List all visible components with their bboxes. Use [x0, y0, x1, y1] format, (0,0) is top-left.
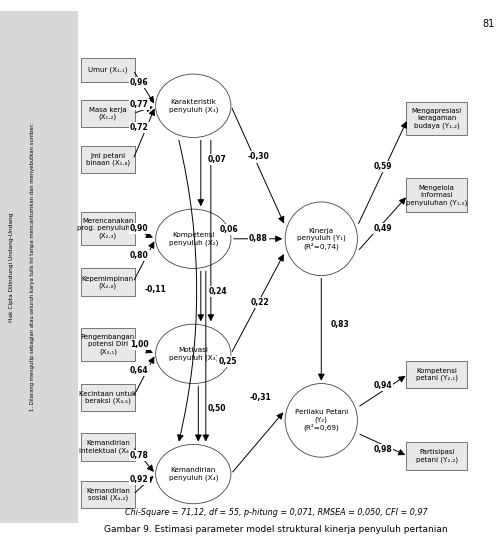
- Ellipse shape: [155, 324, 230, 383]
- Text: 1. Dilarang mengutip sebagian atau seluruh karya tulis ini tanpa mencantumkan da: 1. Dilarang mengutip sebagian atau selur…: [30, 122, 35, 411]
- Ellipse shape: [155, 74, 230, 138]
- Text: Kemandirian
penyuluh (X₄): Kemandirian penyuluh (X₄): [168, 467, 217, 481]
- FancyBboxPatch shape: [81, 433, 134, 461]
- FancyBboxPatch shape: [81, 146, 134, 173]
- Text: 0,24: 0,24: [208, 287, 227, 296]
- Text: Kompetensi
petani (Y₂.₁): Kompetensi petani (Y₂.₁): [415, 368, 457, 381]
- Text: 0,88: 0,88: [248, 234, 268, 243]
- Text: 0,07: 0,07: [207, 155, 226, 164]
- Ellipse shape: [155, 444, 230, 504]
- Text: 0,72: 0,72: [130, 123, 148, 132]
- Text: Kecintaan untuk
beraksi (X₃.₅): Kecintaan untuk beraksi (X₃.₅): [79, 391, 136, 404]
- FancyBboxPatch shape: [81, 58, 134, 82]
- Text: Hak Cipta Dilindungi Undang-Undang: Hak Cipta Dilindungi Undang-Undang: [9, 212, 14, 321]
- Text: -0,31: -0,31: [248, 393, 271, 402]
- Text: 0,96: 0,96: [130, 78, 148, 87]
- Text: 0,98: 0,98: [372, 446, 391, 454]
- Text: Mengapresiasi
keragaman
budaya (Y₁.₂): Mengapresiasi keragaman budaya (Y₁.₂): [411, 108, 461, 129]
- Text: Jml petani
binaan (X₁.₈): Jml petani binaan (X₁.₈): [86, 153, 130, 166]
- Text: Masa kerja
(X₁.₂): Masa kerja (X₁.₂): [89, 107, 126, 120]
- FancyBboxPatch shape: [81, 383, 134, 411]
- Text: Kemandirian
sosial (X₄.₂): Kemandirian sosial (X₄.₂): [86, 488, 130, 501]
- FancyBboxPatch shape: [406, 102, 466, 135]
- Text: 0,50: 0,50: [208, 404, 226, 413]
- FancyBboxPatch shape: [406, 178, 466, 212]
- Text: 81: 81: [481, 19, 493, 29]
- FancyBboxPatch shape: [0, 11, 78, 523]
- Text: Perilaku Petani
(Y₂)
(R²=0,69): Perilaku Petani (Y₂) (R²=0,69): [294, 409, 347, 432]
- FancyBboxPatch shape: [81, 328, 134, 361]
- Text: 0,77: 0,77: [130, 100, 148, 109]
- Text: -0,11: -0,11: [144, 286, 166, 295]
- Text: Gambar 9. Estimasi parameter model struktural kinerja penyuluh pertanian: Gambar 9. Estimasi parameter model struk…: [104, 525, 447, 534]
- Text: 0,49: 0,49: [372, 224, 391, 233]
- Text: 0,92: 0,92: [130, 475, 148, 484]
- FancyBboxPatch shape: [406, 361, 466, 388]
- Text: 0,06: 0,06: [219, 225, 238, 234]
- Text: Merencanakan
prog. penyuluhan
(X₂.₃): Merencanakan prog. penyuluhan (X₂.₃): [77, 219, 139, 239]
- Text: 0,94: 0,94: [372, 381, 391, 390]
- Ellipse shape: [285, 383, 357, 457]
- Text: 0,90: 0,90: [130, 224, 148, 233]
- Text: Kinerja
penyuluh (Y₁)
(R²=0,74): Kinerja penyuluh (Y₁) (R²=0,74): [296, 228, 345, 250]
- Text: 0,59: 0,59: [373, 162, 391, 170]
- Text: 0,25: 0,25: [218, 357, 236, 366]
- Text: Umur (X₁.₁): Umur (X₁.₁): [88, 67, 127, 73]
- Text: Partisipasi
petani (Y₂.₂): Partisipasi petani (Y₂.₂): [415, 449, 457, 463]
- Text: Pengembangan
potensi Diri
(X₃.₁): Pengembangan potensi Diri (X₃.₁): [81, 334, 135, 355]
- Text: 0,22: 0,22: [250, 298, 269, 307]
- FancyBboxPatch shape: [406, 442, 466, 470]
- Text: Chi-Square = 71,12, df = 55, p-hitung = 0,071, RMSEA = 0,050, CFI = 0,97: Chi-Square = 71,12, df = 55, p-hitung = …: [125, 508, 426, 517]
- FancyBboxPatch shape: [81, 212, 134, 245]
- Ellipse shape: [155, 209, 230, 268]
- Ellipse shape: [285, 202, 357, 276]
- Text: Motivasi
penyuluh (X₃): Motivasi penyuluh (X₃): [168, 347, 217, 361]
- Text: Kompetensi
penyuluh (X₂): Kompetensi penyuluh (X₂): [168, 232, 217, 245]
- Text: 0,78: 0,78: [130, 451, 148, 460]
- Text: 0,64: 0,64: [130, 366, 148, 375]
- Text: 1,00: 1,00: [130, 340, 148, 349]
- FancyBboxPatch shape: [81, 268, 134, 296]
- Text: Kemandirian
intelektual (X₄.₁): Kemandirian intelektual (X₄.₁): [79, 440, 136, 454]
- Text: Mengelola
informasi
penyuluhan (Y₁.₅): Mengelola informasi penyuluhan (Y₁.₅): [405, 185, 466, 206]
- Text: 0,80: 0,80: [130, 251, 148, 260]
- Text: Karakteristik
penyuluh (X₁): Karakteristik penyuluh (X₁): [168, 99, 217, 112]
- Text: -0,30: -0,30: [247, 153, 269, 162]
- Text: 0,83: 0,83: [330, 320, 349, 329]
- FancyBboxPatch shape: [81, 481, 134, 508]
- Text: Kepemimpinan
(X₂.₈): Kepemimpinan (X₂.₈): [82, 276, 134, 289]
- FancyBboxPatch shape: [81, 100, 134, 127]
